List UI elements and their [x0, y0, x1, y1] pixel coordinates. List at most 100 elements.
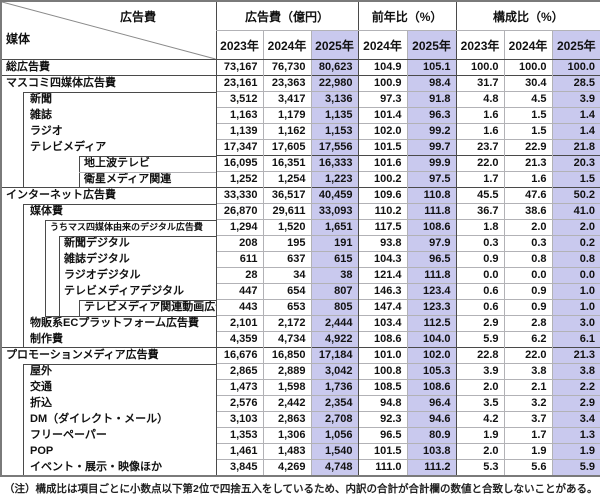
table-row: テレビメディアデジタル 447 654 807 146.3 123.4 0.6 0.9 1.0: [1, 283, 600, 300]
ad-expenditure-table: 広告費 媒体 広告費（億円） 前年比（%） 構成比（%） 2023年 2024年…: [0, 0, 600, 477]
table-row: テレビメディア 17,347 17,605 17,556 101.5 99.7 23.7 22…: [1, 139, 600, 156]
cell-value: 3,845: [215, 459, 263, 476]
cell-value: 3.7: [503, 411, 553, 428]
cell-value: 108.6: [357, 331, 408, 348]
cell-value: 5.6: [503, 459, 553, 476]
cell-value: 2,576: [215, 395, 263, 412]
group-top-border: [45, 315, 216, 317]
cell-value: 111.8: [406, 267, 457, 284]
cell-value: 805: [310, 299, 359, 316]
cell-value: 101.4: [357, 107, 408, 124]
cell-value: 111.0: [357, 459, 408, 476]
table-row: フリーペーパー 1,353 1,306 1,056 96.5 80.9 1.9 1.7 1.3: [1, 427, 600, 444]
table-row: 媒体費 26,870 29,611 33,093 110.2 111.8 36.7 38.6 4…: [1, 203, 600, 220]
cell-value: 5.3: [455, 459, 505, 476]
header-group-row: 広告費 媒体 広告費（億円） 前年比（%） 構成比（%）: [1, 1, 600, 60]
row-label: 折込: [1, 395, 216, 412]
cell-value: 2.1: [503, 379, 553, 396]
cell-value: 47.6: [503, 187, 553, 204]
cell-value: 117.5: [357, 219, 408, 236]
row-label: 交通: [1, 379, 216, 396]
cell-value: 17,347: [215, 139, 263, 156]
cell-value: 100.0: [455, 59, 505, 76]
hierarchy-guide-line: [23, 155, 24, 172]
hierarchy-guide-line: [23, 139, 24, 156]
cell-value: 23.7: [455, 139, 505, 156]
cell-value: 2.0: [503, 219, 553, 236]
cell-value: 2,354: [310, 395, 359, 412]
table-row: DM（ダイレクト・メール） 3,103 2,863 2,708 92.3 94.6 4.2 3…: [1, 411, 600, 428]
cell-value: 97.5: [406, 171, 457, 188]
col-header-adspend-2024: 2024年: [262, 30, 311, 60]
cell-value: 40,459: [310, 187, 359, 204]
hierarchy-guide-line: [23, 107, 24, 124]
cell-value: 6.1: [551, 331, 600, 348]
cell-value: 108.6: [406, 379, 457, 396]
hierarchy-guide-line: [23, 411, 24, 428]
cell-value: 111.8: [406, 203, 457, 220]
cell-value: 103.4: [357, 315, 408, 332]
cell-value: 17,605: [262, 139, 311, 156]
group-top-border: [79, 171, 216, 173]
cell-value: 2,172: [262, 315, 311, 332]
group-top-border: [79, 155, 216, 157]
cell-value: 100.0: [551, 59, 600, 76]
cell-value: 1.0: [551, 283, 600, 300]
col-header-yoy-2025: 2025年: [406, 30, 457, 60]
table-row: 雑誌デジタル 611 637 615 104.3 96.5 0.9 0.8 0.8: [1, 251, 600, 268]
cell-value: 1.3: [551, 427, 600, 444]
cell-value: 110.2: [357, 203, 408, 220]
cell-value: 1,252: [215, 171, 263, 188]
cell-value: 33,330: [215, 187, 263, 204]
cell-value: 208: [215, 235, 263, 252]
cell-value: 0.2: [551, 235, 600, 252]
cell-value: 637: [262, 251, 311, 268]
cell-value: 98.4: [406, 75, 457, 92]
row-label: 新聞デジタル: [1, 235, 216, 252]
cell-value: 1.9: [455, 427, 505, 444]
hierarchy-guide-line: [23, 395, 24, 412]
cell-value: 0.9: [503, 299, 553, 316]
cell-value: 38.6: [503, 203, 553, 220]
cell-value: 5.9: [551, 459, 600, 476]
cell-value: 2,442: [262, 395, 311, 412]
cell-value: 3,042: [310, 363, 359, 380]
cell-value: 97.3: [357, 91, 408, 108]
group-top-border: [45, 219, 216, 221]
hierarchy-guide-line: [59, 235, 60, 252]
cell-value: 1.6: [455, 107, 505, 124]
table-row: インターネット広告費 33,330 36,517 40,459 109.6 110.8 45…: [1, 187, 600, 204]
hierarchy-guide-line: [79, 171, 80, 187]
cell-value: 36,517: [262, 187, 311, 204]
cell-value: 1,306: [262, 427, 311, 444]
cell-value: 96.5: [406, 251, 457, 268]
cell-value: 80.9: [406, 427, 457, 444]
cell-value: 195: [262, 235, 311, 252]
cell-value: 1,163: [215, 107, 263, 124]
diagonal-divider-line: [2, 2, 216, 59]
row-label: 雑誌: [1, 107, 216, 124]
cell-value: 0.6: [455, 283, 505, 300]
cell-value: 2,444: [310, 315, 359, 332]
cell-value: 146.3: [357, 283, 408, 300]
cell-value: 4.5: [503, 91, 553, 108]
cell-value: 29,611: [262, 203, 311, 220]
cell-value: 96.3: [406, 107, 457, 124]
header-year-row: 2023年 2024年 2025年 2024年 2025年 2023年 2024…: [1, 30, 600, 60]
cell-value: 2.9: [551, 395, 600, 412]
hierarchy-guide-line: [23, 459, 24, 475]
hierarchy-guide-line: [23, 283, 24, 300]
cell-value: 100.8: [357, 363, 408, 380]
cell-value: 6.2: [503, 331, 553, 348]
table-row: プロモーションメディア広告費 16,676 16,850 17,184 101.0 102…: [1, 347, 600, 364]
cell-value: 22,980: [310, 75, 359, 92]
table-row: 新聞デジタル 208 195 191 93.8 97.9 0.3 0.3 0.2: [1, 235, 600, 252]
cell-value: 80,623: [310, 59, 359, 76]
table-row: 屋外 2,865 2,889 3,042 100.8 105.3 3.9 3.8 3.8: [1, 363, 600, 380]
cell-value: 36.7: [455, 203, 505, 220]
cell-value: 653: [262, 299, 311, 316]
hierarchy-guide-line: [23, 235, 24, 252]
row-label: 雑誌デジタル: [1, 251, 216, 268]
cell-value: 2,708: [310, 411, 359, 428]
cell-value: 1,353: [215, 427, 263, 444]
